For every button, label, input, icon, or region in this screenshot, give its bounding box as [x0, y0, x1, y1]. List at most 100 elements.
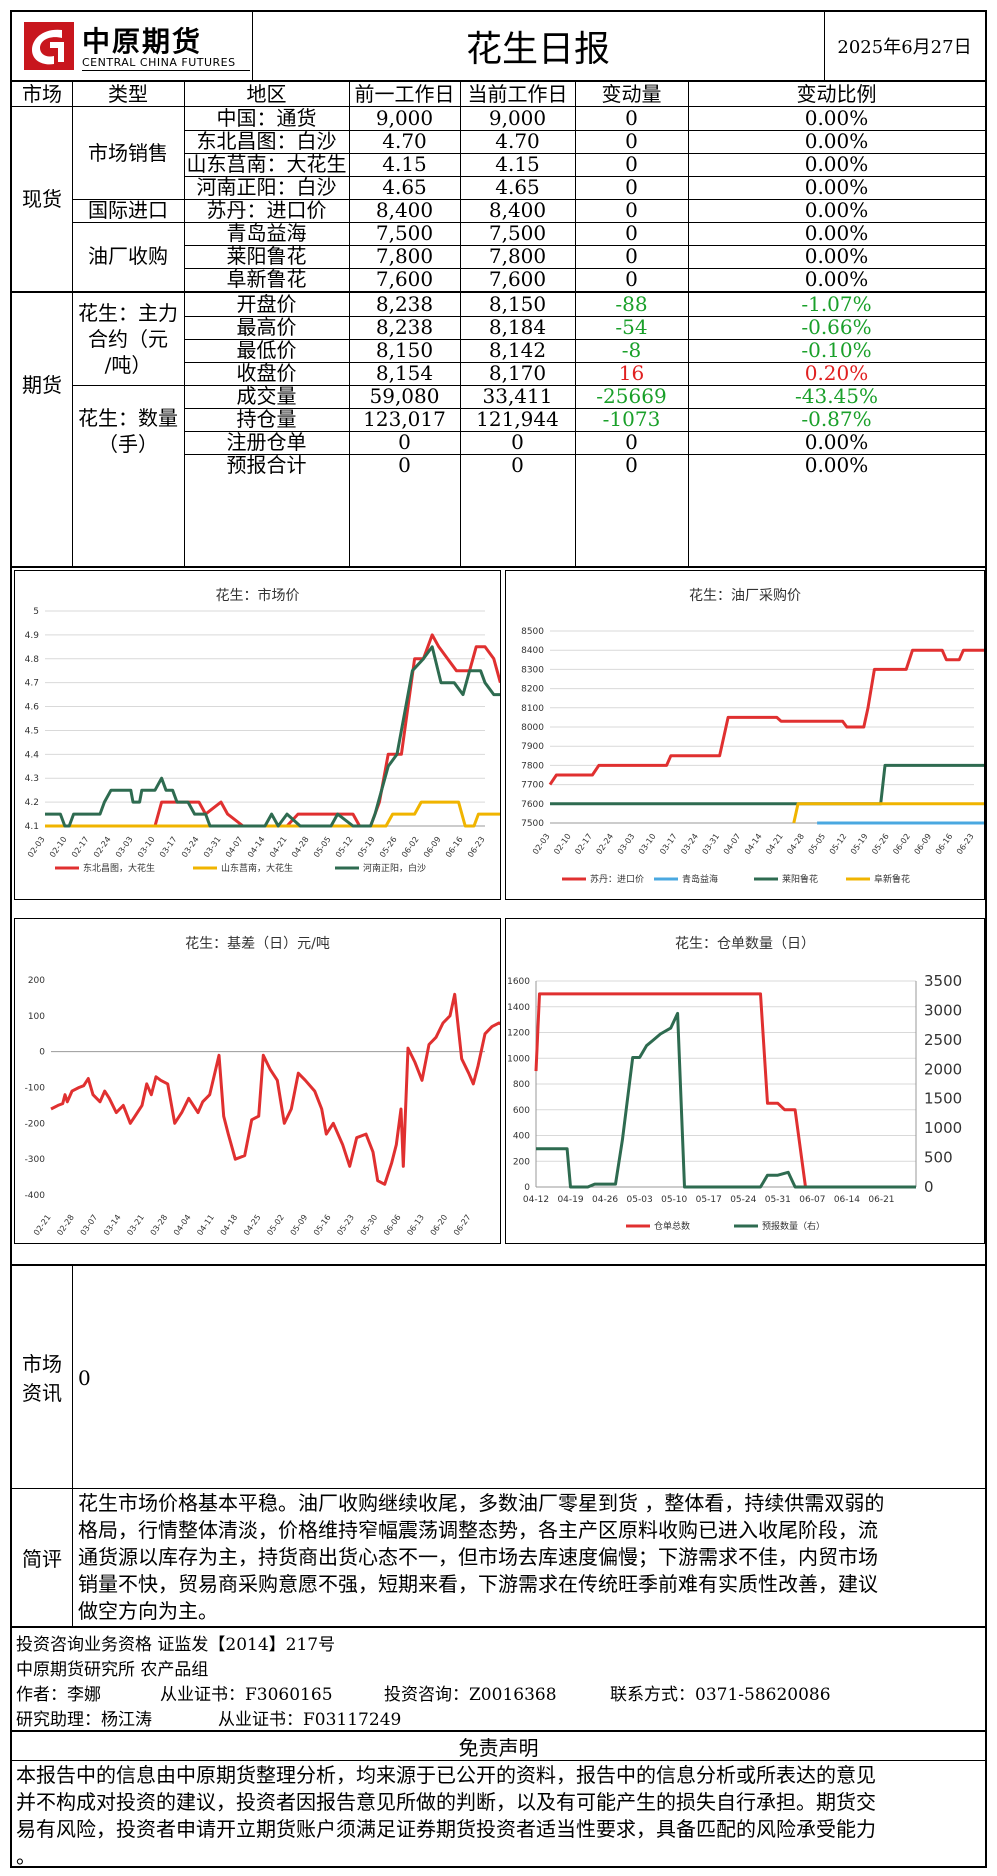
contact: 联系方式：0371-58620086: [610, 1685, 831, 1705]
x-tick-label: 05-02: [265, 1213, 286, 1237]
x-tick-label: 05-23: [335, 1213, 356, 1237]
row-change: 0: [625, 129, 638, 153]
chart-title: 花生：油厂采购价: [689, 588, 801, 604]
x-tick-label: 05-03: [627, 1195, 653, 1205]
table-rule: [688, 82, 689, 566]
row-region: 青岛益海: [226, 221, 307, 245]
x-tick-label: 03-24: [180, 835, 201, 859]
table-rule: [184, 245, 985, 246]
y-tick-label: 7700: [521, 781, 544, 791]
table-rule: [12, 106, 985, 107]
row-curr-value: 8,400: [488, 198, 547, 222]
row-change-pct: 0.00%: [804, 221, 869, 245]
row-change-pct: 0.20%: [804, 361, 869, 385]
x-tick-label: 02-10: [48, 835, 69, 859]
y-tick-label: 5: [33, 607, 39, 617]
x-tick-label: 03-21: [125, 1213, 146, 1237]
header: 中原期货 CENTRAL CHINA FUTURES 花生日报 2025年6月2…: [12, 12, 985, 80]
x-tick-label: 02-03: [531, 832, 552, 856]
row-change-pct: -0.66%: [801, 315, 872, 339]
y2-tick-label: 2000: [924, 1060, 962, 1078]
market-info-label: 市场 资讯: [12, 1266, 72, 1488]
y-tick-label: 8400: [521, 646, 544, 656]
section-divider: [72, 1266, 73, 1626]
x-tick-label: 03-10: [136, 835, 157, 859]
chart-basis: 花生：基差（日）元/吨 -400 -300 -200 -100 0 100 200 02-21…: [14, 918, 501, 1244]
chart-title: 花生：基差（日）元/吨: [185, 936, 330, 952]
row-change: 0: [625, 106, 638, 130]
y-tick-label: -200: [25, 1119, 46, 1129]
page-title: 花生日报: [465, 29, 610, 70]
x-tick-label: 06-23: [955, 832, 976, 856]
row-change-pct: 0.00%: [804, 453, 869, 477]
y-tick-label: 8200: [521, 685, 544, 695]
table-rule: [184, 408, 985, 409]
x-tick-label: 06-16: [934, 832, 955, 856]
y-tick-label: 7900: [521, 742, 544, 752]
y-tick-label: 8300: [521, 665, 544, 675]
row-curr-value: 0: [511, 453, 524, 477]
consulting-license: 投资咨询：Z0016368: [384, 1685, 557, 1705]
table-header-cell: 地区: [246, 81, 287, 106]
x-tick-label: 03-17: [158, 835, 179, 859]
x-tick-label: 06-06: [382, 1213, 403, 1237]
y-tick-label: 600: [513, 1106, 530, 1116]
x-tick-label: 05-05: [807, 832, 828, 856]
series-line-0: [534, 992, 916, 1189]
x-tick-label: 05-12: [334, 835, 355, 859]
review-text: 花生市场价格基本平稳。油厂收购继续收尾，多数油厂零星到货 ，整体看，持续供需双弱…: [78, 1490, 980, 1625]
assistant: 研究助理：杨江涛: [16, 1710, 152, 1730]
row-curr-value: 0: [511, 430, 524, 454]
x-tick-label: 05-26: [378, 835, 399, 859]
row-region: 持仓量: [236, 407, 297, 431]
table-bottom-rule: [12, 566, 985, 568]
y-tick-label: 0: [524, 1183, 530, 1193]
row-curr-value: 121,944: [476, 407, 559, 431]
market-info-label-2: 资讯: [22, 1381, 62, 1405]
y-tick-label: 4.2: [25, 798, 39, 808]
x-tick-label: 02-24: [595, 832, 616, 856]
y-tick-label: -100: [25, 1084, 46, 1094]
table-header-cell: 变动比例: [796, 81, 877, 106]
table-rule: [184, 454, 985, 455]
row-change: -54: [615, 315, 648, 339]
y-tick-label: 4.1: [25, 822, 39, 832]
x-tick-label: 05-30: [359, 1213, 380, 1237]
x-tick-label: 05-10: [661, 1195, 687, 1205]
legend-label: 山东莒南，大花生: [221, 862, 293, 874]
y-tick-label: 800: [513, 1080, 530, 1090]
row-region: 预报合计: [226, 453, 307, 477]
row-prev-value: 7,500: [375, 221, 434, 245]
row-change: 0: [625, 453, 638, 477]
x-tick-label: 04-19: [557, 1195, 583, 1205]
y-tick-label: 4.7: [25, 679, 39, 689]
table-header-cell: 当前工作日: [467, 81, 568, 106]
x-tick-label: 06-14: [834, 1195, 860, 1205]
market-info-label-1: 市场: [22, 1352, 62, 1376]
x-tick-label: 03-07: [79, 1213, 100, 1237]
y-tick-label: 4.5: [25, 726, 39, 736]
disclaimer-line: 。: [16, 1844, 36, 1868]
x-tick-label: 03-31: [202, 835, 223, 859]
group-type-label: 花生：数量 （手）: [72, 385, 184, 477]
logo-en: CENTRAL CHINA FUTURES: [82, 56, 236, 69]
row-change-pct: 0.00%: [804, 106, 869, 130]
legend-label: 青岛益海: [682, 873, 718, 885]
y-tick-label: 1000: [507, 1054, 530, 1064]
chart-market-price: 花生：市场价 4.1 4.2 4.3 4.4 4.5 4.6 4.7 4.8 4.9 5 02-03…: [14, 570, 501, 900]
row-curr-value: 4.15: [495, 152, 540, 176]
y-tick-label: 7500: [521, 819, 544, 829]
table-rule: [72, 222, 985, 223]
row-region: 山东莒南：大花生: [186, 152, 347, 176]
row-prev-value: 8,150: [375, 338, 434, 362]
y-tick-label: 1200: [507, 1029, 530, 1039]
y-tick-label: 4.9: [25, 631, 40, 641]
row-curr-value: 33,411: [482, 384, 553, 408]
table-rule: [184, 339, 985, 340]
row-region: 东北昌图：白沙: [196, 129, 337, 153]
group-type-line: 合约（元: [88, 327, 168, 351]
x-tick-label: 03-17: [658, 832, 679, 856]
legend-label: 河南正阳，白沙: [363, 862, 426, 874]
